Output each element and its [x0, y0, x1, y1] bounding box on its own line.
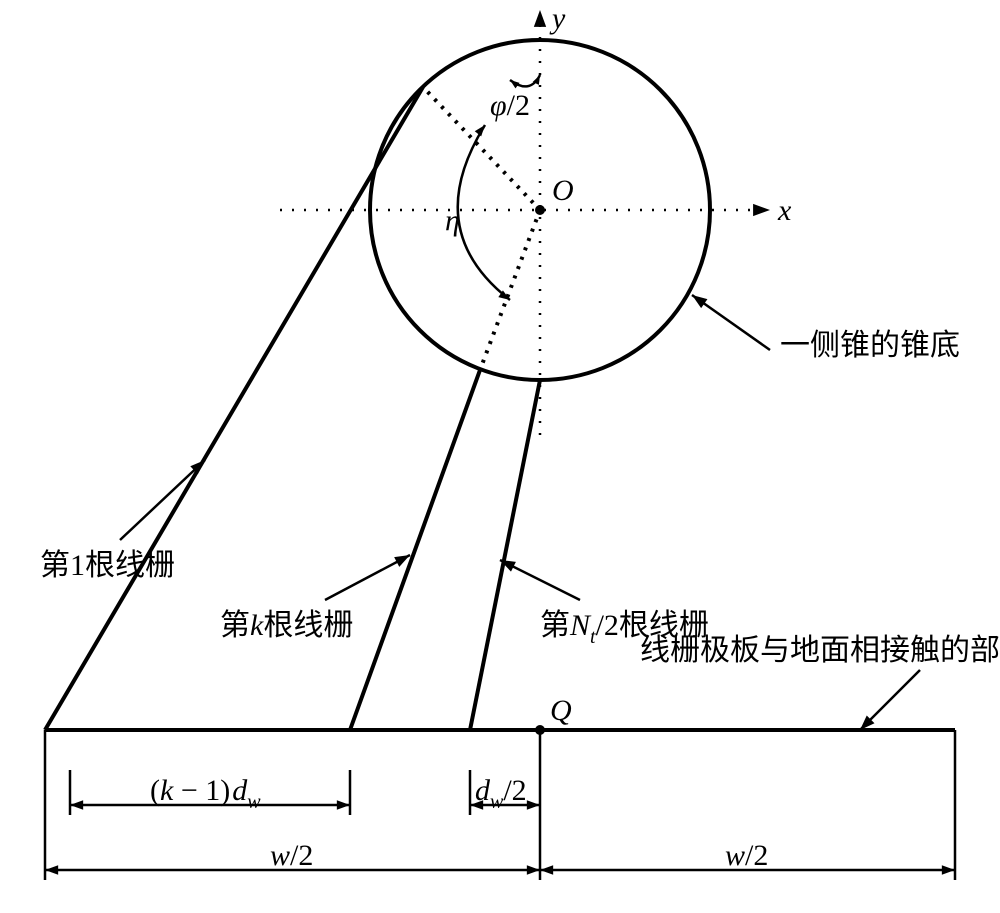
- label-grid1: 第1根线栅: [40, 549, 175, 582]
- dim-label-w-right: w/2: [725, 839, 768, 872]
- x-axis-label: x: [777, 194, 792, 227]
- dim-label-w-left: w/2: [270, 839, 313, 872]
- y-axis-label: y: [549, 2, 566, 35]
- origin-label: O: [552, 174, 574, 207]
- diagram-canvas: xyφ/2ηOQ一侧锥的锥底第1根线栅第k根线栅第Nt/2根线栅线栅极板与地面相…: [0, 0, 1000, 913]
- eta-label: η: [445, 204, 460, 237]
- label-ground-contact: 线栅极板与地面相接触的部分: [640, 634, 1000, 667]
- label-gridk: 第k根线栅: [220, 609, 353, 642]
- origin-point: [535, 205, 545, 215]
- q-label: Q: [550, 694, 572, 727]
- phi-half-label: φ/2: [490, 89, 530, 122]
- label-cone-base: 一侧锥的锥底: [780, 329, 960, 362]
